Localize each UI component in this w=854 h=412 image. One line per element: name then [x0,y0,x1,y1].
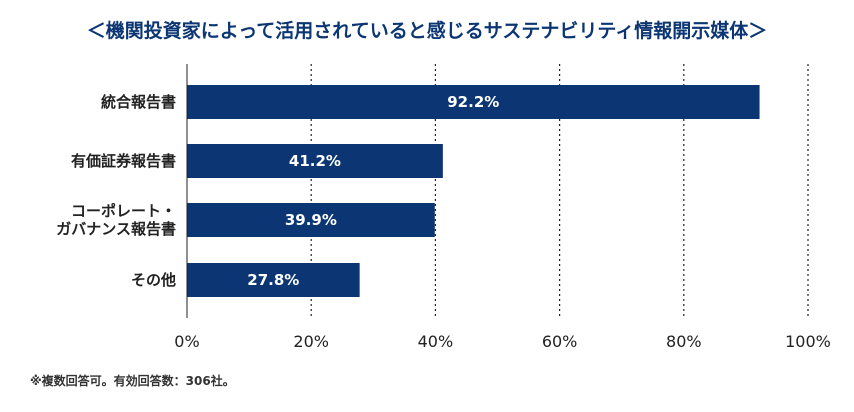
x-axis-ticks: 0% 20% 40% 60% 80% 100% [174,332,831,351]
category-label: コーポレート・ [71,202,176,220]
bar [187,85,760,119]
category-label: 有価証券報告書 [71,152,176,170]
bar [187,203,435,237]
x-tick-label: 100% [785,332,831,351]
bar [187,144,443,178]
x-tick-label: 80% [666,332,702,351]
category-label: ガバナンス報告書 [56,220,176,238]
chart-title: ＜機関投資家によって活用されていると感じるサステナビリティ情報開示媒体＞ [87,19,767,42]
bar-value-label: 41.2% [289,152,341,170]
x-tick-label: 60% [542,332,578,351]
bar-value-label: 39.9% [285,211,337,229]
category-label: その他 [131,271,176,289]
bars: 92.2% 41.2% 39.9% 27.8% [187,85,760,297]
x-tick-label: 0% [174,332,199,351]
bar [187,263,360,297]
bar-value-label: 27.8% [247,271,299,289]
x-tick-label: 40% [418,332,454,351]
bar-value-label: 92.2% [447,93,499,111]
footnote: ※複数回答可。有効回答数：306社。 [30,373,235,388]
x-tick-label: 20% [293,332,329,351]
category-label: 統合報告書 [101,93,176,111]
